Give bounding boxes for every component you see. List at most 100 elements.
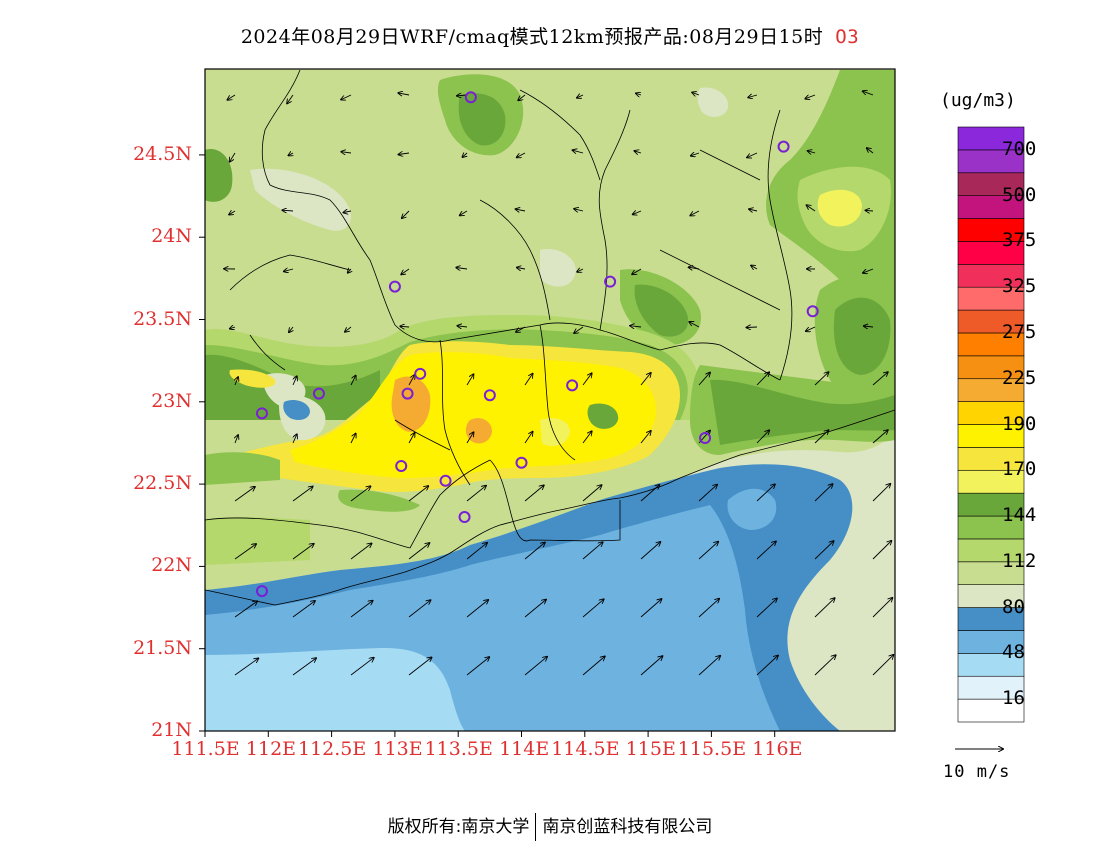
wind-arrow: [582, 599, 604, 618]
copyright-left: 版权所有:南京大学: [387, 817, 530, 837]
wind-arrow: [283, 210, 294, 211]
variable-label: O3: [835, 26, 860, 48]
lon-tick-label: 113E: [372, 738, 423, 760]
lon-tick-label: 114.5E: [551, 738, 620, 760]
wind-arrow: [698, 485, 717, 502]
wind-arrow: [640, 542, 660, 560]
wind-arrow: [577, 269, 584, 272]
lon-tick-label: 114E: [499, 738, 550, 760]
wind-arrow: [408, 433, 415, 444]
wind-arrow: [350, 486, 371, 502]
wind-arrow: [408, 375, 415, 386]
wind-arrow: [698, 373, 710, 386]
wind-arrow: [640, 373, 651, 386]
lon-tick-label: 116E: [752, 738, 803, 760]
wind-arrow: [872, 430, 888, 444]
wind-arrow: [516, 209, 526, 211]
station-marker: [312, 387, 325, 400]
wind-arrow: [636, 93, 642, 95]
wind-arrow: [234, 658, 258, 676]
wind-arrow: [749, 209, 758, 211]
wind-arrow: [350, 601, 373, 618]
station-marker: [395, 459, 408, 472]
lon-tick-label: 113.5E: [424, 738, 493, 760]
wind-arrow: [524, 600, 546, 618]
wind-arrow: [462, 153, 467, 157]
station-marker: [388, 280, 401, 293]
wind-arrow: [748, 95, 758, 98]
lat-tick-label: 24.5N: [133, 142, 192, 165]
wind-arrow: [756, 372, 769, 386]
wind-arrow: [227, 94, 236, 100]
wind-arrow: [293, 376, 297, 386]
wind-arrow: [350, 376, 356, 386]
wind-arrow: [524, 485, 544, 502]
wind-arrow: [466, 432, 474, 444]
wind-arrow: [574, 326, 584, 333]
wind-arrow: [289, 326, 293, 332]
chart-title: 2024年08月29日WRF/cmaq模式12km预报产品:08月29日15时 O…: [0, 22, 1100, 49]
wind-arrow: [872, 484, 890, 502]
wind-arrow: [350, 543, 372, 560]
lon-tick-label: 112.5E: [298, 738, 367, 760]
wind-arrow: [517, 152, 526, 157]
lat-tick-label: 22.5N: [133, 472, 192, 495]
station-marker: [699, 432, 712, 445]
station-marker: [439, 474, 452, 487]
wind-arrow: [582, 656, 605, 676]
colorbar-label: 170: [1002, 458, 1037, 481]
wind-arrow: [640, 431, 651, 444]
wind-arrow: [573, 150, 584, 153]
wind-arrow: [690, 210, 700, 216]
wind-arrow: [814, 655, 836, 676]
wind-arrow: [814, 541, 834, 560]
wind-arrow: [640, 599, 662, 618]
station-marker: [515, 456, 528, 469]
wind-arrow: [234, 487, 255, 502]
wind-arrow: [582, 485, 602, 502]
wind-arrow: [456, 268, 468, 270]
colorbar-label: 700: [1002, 137, 1037, 160]
wind-arrow: [292, 544, 314, 560]
wind-arrow: [689, 322, 700, 328]
wind-arrow: [345, 326, 352, 332]
lon-tick-label: 111.5E: [171, 738, 240, 760]
station-marker: [566, 379, 579, 392]
wind-arrow: [814, 484, 833, 502]
wind-arrow: [747, 152, 758, 158]
copyright-footer: 版权所有:南京大学 南京创蓝科技有限公司: [0, 812, 1100, 841]
wind-arrow: [863, 268, 874, 273]
wind-arrow: [577, 95, 584, 98]
wind-arrow: [292, 487, 313, 502]
station-marker: [255, 585, 268, 598]
wind-arrow: [400, 326, 410, 327]
wind-arrow: [756, 484, 775, 502]
wind-arrow: [746, 327, 758, 328]
colorbar-unit: (ug/m3): [940, 90, 1016, 111]
wind-arrow: [814, 598, 835, 618]
wind-arrow: [866, 210, 874, 211]
wind-arrow: [235, 377, 238, 386]
wind-arrow: [408, 600, 431, 618]
wind-arrow: [872, 598, 892, 618]
monitoring-stations: [255, 91, 819, 598]
wind-arrow: [343, 211, 352, 213]
wind-arrow: [350, 658, 374, 676]
wind-arrow: [350, 434, 356, 444]
lon-tick-label: 112E: [245, 738, 297, 760]
wind-arrow: [806, 326, 816, 331]
wind-arrow: [691, 153, 700, 156]
wind-arrow: [756, 541, 776, 560]
lat-tick-label: 21N: [151, 719, 192, 741]
colorbar-label: 500: [1002, 183, 1037, 206]
wind-arrow: [582, 542, 603, 560]
wind-arrow: [517, 268, 526, 270]
title-text: 2024年08月29日WRF/cmaq模式12km预报产品:08月29日15时: [240, 26, 824, 48]
wind-arrow: [698, 656, 720, 676]
wind-arrow: [348, 269, 351, 273]
wind-arrow: [402, 210, 410, 218]
colorbar-label: 325: [1002, 275, 1037, 298]
wind-arrow: [524, 543, 545, 560]
wind-arrow: [698, 542, 718, 560]
